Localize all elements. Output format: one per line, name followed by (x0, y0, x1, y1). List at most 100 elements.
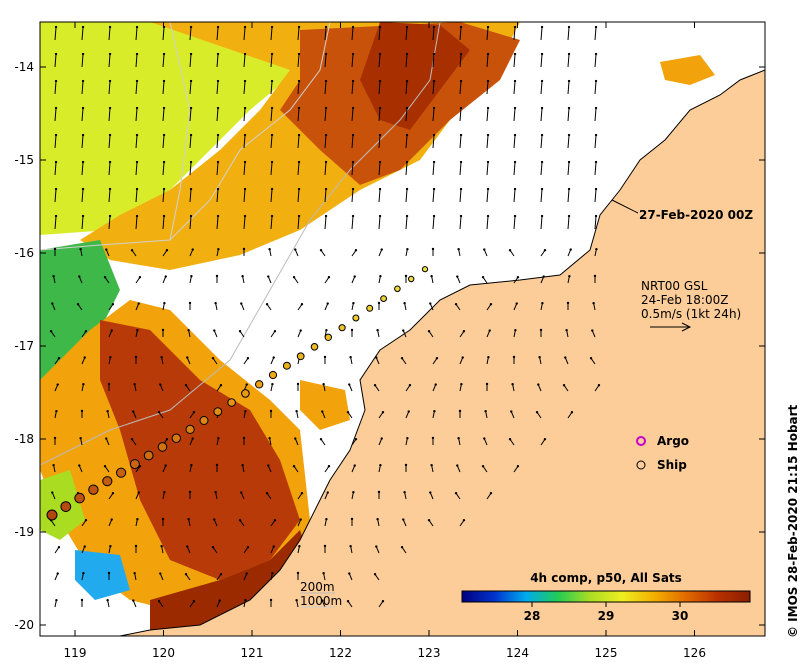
current-arrow-head (80, 409, 84, 413)
current-arrow-head (435, 357, 439, 360)
current-arrow-head (54, 187, 58, 191)
current-arrow-head (564, 356, 567, 359)
current-arrow (459, 162, 462, 176)
current-arrow-head (132, 599, 135, 602)
current-arrow-head (351, 79, 355, 83)
current-arrow (351, 27, 354, 41)
current-arrow (513, 162, 516, 176)
ship-position-marker (227, 398, 236, 407)
current-arrow-head (133, 571, 136, 575)
ship-position-marker (394, 285, 401, 293)
current-arrow-head (216, 52, 220, 56)
current-arrow (486, 108, 489, 122)
current-arrow-head (211, 546, 215, 549)
current-arrow (54, 216, 57, 230)
current-arrow-head (297, 187, 301, 191)
current-arrow (486, 216, 489, 230)
current-arrow-head (238, 519, 242, 522)
current-arrow-head (350, 517, 354, 521)
current-arrow-head (162, 106, 166, 110)
current-arrow (432, 216, 435, 230)
current-arrow-head (540, 187, 544, 191)
current-arrow (513, 81, 516, 95)
current-arrow-head (189, 160, 193, 164)
current-arrow (405, 135, 408, 149)
current-arrow (324, 189, 327, 203)
current-arrow-head (543, 249, 547, 252)
current-arrow-head (157, 600, 161, 603)
current-arrow-head (191, 437, 194, 440)
current-arrow (135, 162, 138, 176)
current-arrow (270, 108, 273, 122)
current-arrow-head (352, 301, 355, 305)
sst-warm-core-north (360, 22, 470, 130)
current-arrow-head (376, 517, 379, 521)
current-arrow-head (376, 328, 379, 332)
current-arrow (81, 81, 84, 95)
current-arrow-head (404, 274, 408, 278)
current-arrow-head (134, 544, 138, 548)
current-arrow-head (593, 274, 597, 278)
current-arrow-head (270, 214, 274, 218)
current-arrow (189, 135, 192, 149)
current-arrow-head (84, 330, 88, 333)
current-arrow-head (186, 356, 189, 359)
current-arrow-head (300, 303, 304, 306)
current-arrow (297, 135, 300, 149)
current-arrow (486, 81, 489, 95)
current-arrow-head (79, 436, 82, 440)
current-arrow-head (107, 382, 111, 386)
current-arrow-head (429, 491, 432, 494)
current-arrow-head (589, 357, 593, 360)
current-arrow (135, 27, 138, 41)
current-arrow-head (268, 436, 271, 440)
current-arrow (486, 135, 489, 149)
ship-position-marker (352, 314, 360, 322)
map-plot-area (40, 22, 765, 636)
current-arrow-head (483, 437, 486, 440)
current-arrow (405, 81, 408, 95)
current-arrow (243, 189, 246, 203)
y-tick-label: -17 (14, 339, 34, 353)
current-arrow-head (238, 330, 242, 333)
ship-position-marker (324, 333, 332, 341)
current-arrow-head (511, 382, 514, 386)
current-arrow-head (567, 187, 571, 191)
current-key-arrowhead-icon (681, 322, 692, 332)
current-arrow (378, 216, 381, 230)
current-arrow (459, 54, 462, 68)
current-arrow (459, 189, 462, 203)
current-arrow-head (187, 517, 190, 521)
current-arrow-head (324, 25, 328, 29)
current-arrow-head (135, 160, 139, 164)
current-arrow-head (56, 572, 59, 575)
sst-cold-patch-southwest (75, 550, 130, 600)
current-arrow-head (162, 79, 166, 83)
current-arrow (351, 54, 354, 68)
current-arrow-head (294, 248, 297, 251)
current-arrow-head (81, 106, 85, 110)
current-arrow-head (297, 160, 301, 164)
current-arrow-head (269, 598, 273, 602)
sst-cool-region-north (40, 22, 330, 235)
current-arrow (54, 189, 57, 203)
current-arrow (81, 54, 84, 68)
current-arrow-head (405, 25, 409, 29)
current-arrow (297, 189, 300, 203)
current-arrow (81, 216, 84, 230)
current-arrow-head (49, 330, 53, 333)
current-arrow-head (592, 301, 595, 305)
current-arrow-head (510, 410, 513, 413)
current-arrow-head (456, 275, 459, 278)
current-arrow (567, 189, 570, 203)
current-arrow-head (191, 248, 194, 251)
current-arrow-head (162, 187, 166, 191)
current-arrow-head (378, 106, 382, 110)
current-arrow (513, 189, 516, 203)
current-arrow-head (108, 160, 112, 164)
current-arrow-head (513, 187, 517, 191)
current-arrow (216, 216, 219, 230)
colorbar-tick-label: 30 (672, 609, 689, 623)
current-arrow-head (242, 247, 246, 251)
current-arrow-head (407, 410, 410, 413)
